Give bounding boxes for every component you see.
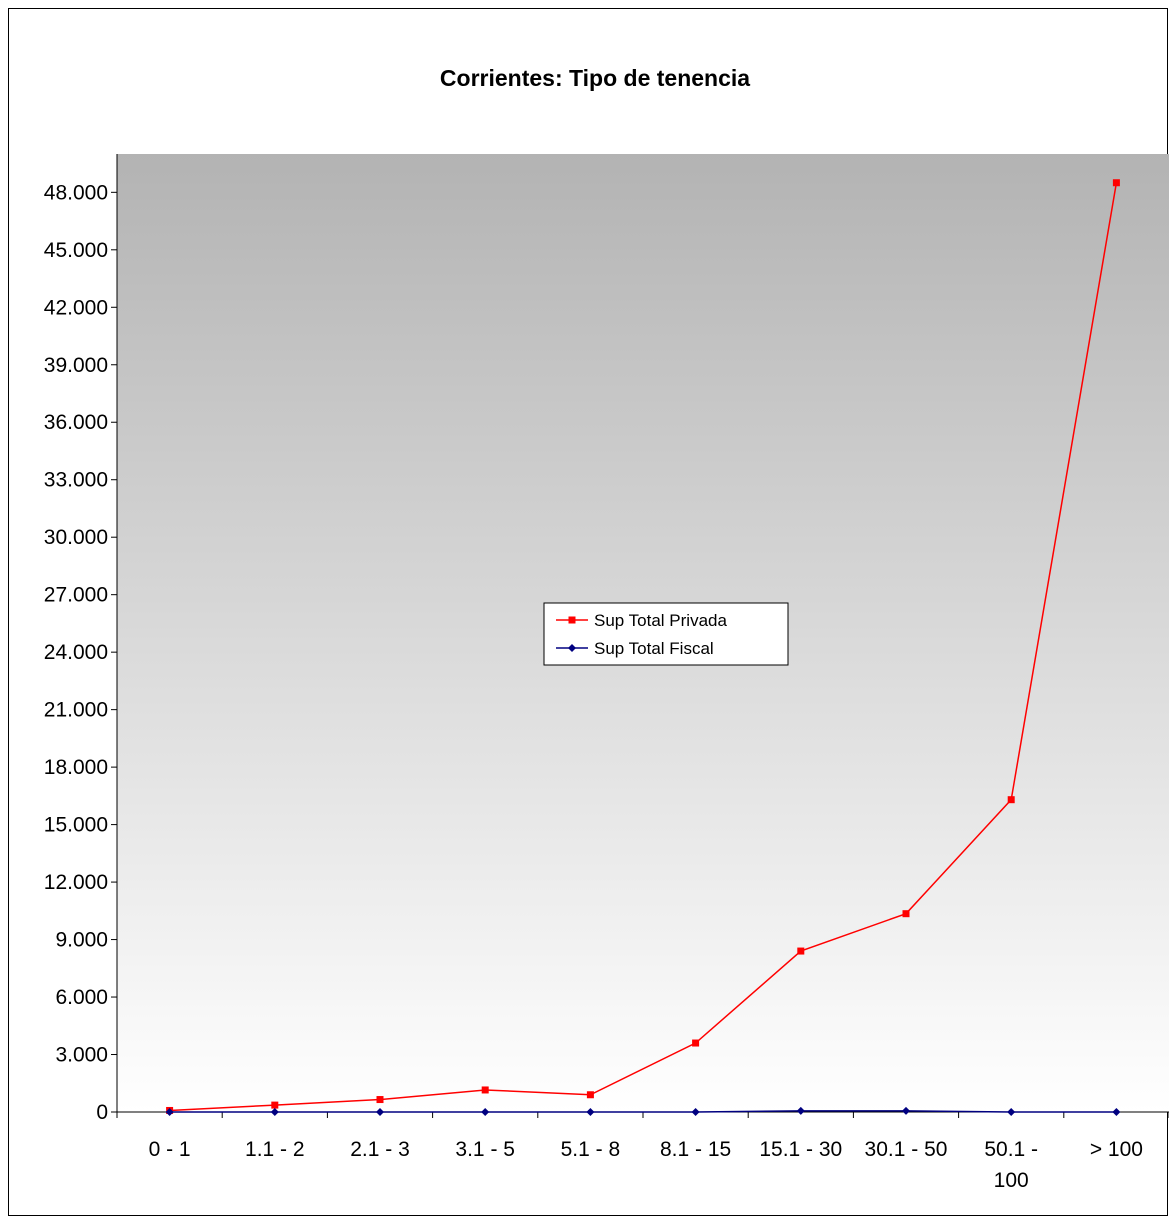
legend-label: Sup Total Privada: [594, 611, 727, 630]
data-point-square: [692, 1039, 700, 1047]
y-tick-label: 48.000: [44, 181, 108, 204]
data-point-square: [271, 1101, 279, 1109]
legend-box: [543, 602, 789, 666]
legend-swatch-marker: [568, 616, 576, 624]
data-point-square: [1112, 179, 1120, 187]
data-point-diamond: [376, 1108, 384, 1116]
series-line: [169, 182, 1118, 1112]
x-tick-label: 15.1 - 30: [759, 1138, 842, 1161]
y-tick-label: 24.000: [44, 641, 108, 664]
x-tick-label: 5.1 - 8: [561, 1138, 621, 1161]
data-point-diamond: [270, 1108, 279, 1116]
y-tick-label: 27.000: [44, 584, 108, 607]
x-tick-label-line: 8.1 - 15: [660, 1138, 731, 1161]
data-point-diamond: [481, 1108, 490, 1116]
data-point-diamond: [165, 1108, 174, 1116]
x-tick-label-line: 0 - 1: [149, 1138, 191, 1161]
y-tick-label: 0: [96, 1101, 108, 1124]
x-tick-label-line: 30.1 - 50: [865, 1138, 948, 1161]
data-point-square: [586, 1091, 594, 1099]
series-line: [169, 1110, 1117, 1113]
chart-title: Corrientes: Tipo de tenencia: [440, 65, 750, 91]
x-tick-label: 3.1 - 5: [455, 1138, 515, 1161]
axes: 0 3.000 6.000 9.000 12.000 15.000 18.000 21.000…: [44, 154, 1169, 1192]
y-tick-label: 33.000: [44, 469, 108, 492]
data-point-diamond: [796, 1106, 805, 1115]
y-tick-label: 42.000: [44, 296, 108, 319]
x-tick-label-line: 5.1 - 8: [561, 1138, 621, 1161]
legend: Sup Total Privada Sup Total Fiscal: [543, 602, 789, 666]
x-tick-label-line: 15.1 - 30: [759, 1138, 842, 1161]
legend-label: Sup Total Fiscal: [594, 639, 714, 658]
y-tick-label: 15.000: [44, 814, 108, 837]
data-point-square: [1007, 796, 1015, 804]
x-tick-label-line: 1.1 - 2: [245, 1138, 305, 1161]
x-tick-label-line: 3.1 - 5: [455, 1138, 515, 1161]
y-tick-label: 6.000: [55, 986, 108, 1009]
chart-svg: Corrientes: Tipo de tenencia 0 3.000 6.000…: [44, 65, 1169, 1192]
series-sup-total-fiscal: [165, 1106, 1121, 1116]
x-tick-label: 50.1 - 100: [984, 1138, 1038, 1192]
x-tick-label-line: 100: [994, 1169, 1029, 1192]
x-tick-label: 1.1 - 2: [245, 1138, 305, 1161]
legend-swatch-marker: [568, 644, 576, 652]
y-tick-label: 36.000: [44, 411, 108, 434]
y-tick-label: 21.000: [44, 699, 108, 722]
y-tick-label: 45.000: [44, 239, 108, 262]
data-point-diamond: [1112, 1108, 1121, 1116]
series-layer: [165, 179, 1121, 1116]
x-tick-label: 8.1 - 15: [660, 1138, 731, 1161]
data-point-square: [797, 947, 805, 955]
y-tick-label: 12.000: [44, 871, 108, 894]
y-tick-label: 30.000: [44, 526, 108, 549]
data-point-square: [902, 910, 910, 918]
x-tick-label-line: 2.1 - 3: [350, 1138, 410, 1161]
x-tick-label-line: > 100: [1090, 1138, 1143, 1161]
y-tick-label: 3.000: [55, 1044, 108, 1067]
y-tick-label: 9.000: [55, 929, 108, 952]
data-point-square: [481, 1086, 489, 1094]
chart-frame: Corrientes: Tipo de tenencia 0 3.000 6.000…: [8, 8, 1169, 1216]
x-tick-label: > 100: [1090, 1138, 1143, 1161]
x-tick-label: 0 - 1: [149, 1138, 191, 1161]
data-point-diamond: [586, 1108, 595, 1116]
x-tick-label: 2.1 - 3: [350, 1138, 410, 1161]
y-tick-label: 18.000: [44, 756, 108, 779]
x-tick-label: 30.1 - 50: [865, 1138, 948, 1161]
data-point-diamond: [691, 1108, 700, 1116]
data-point-diamond: [1007, 1108, 1016, 1116]
y-tick-label: 39.000: [44, 354, 108, 377]
x-tick-label-line: 50.1 -: [984, 1138, 1038, 1161]
data-point-diamond: [902, 1106, 910, 1115]
data-point-square: [376, 1096, 384, 1104]
